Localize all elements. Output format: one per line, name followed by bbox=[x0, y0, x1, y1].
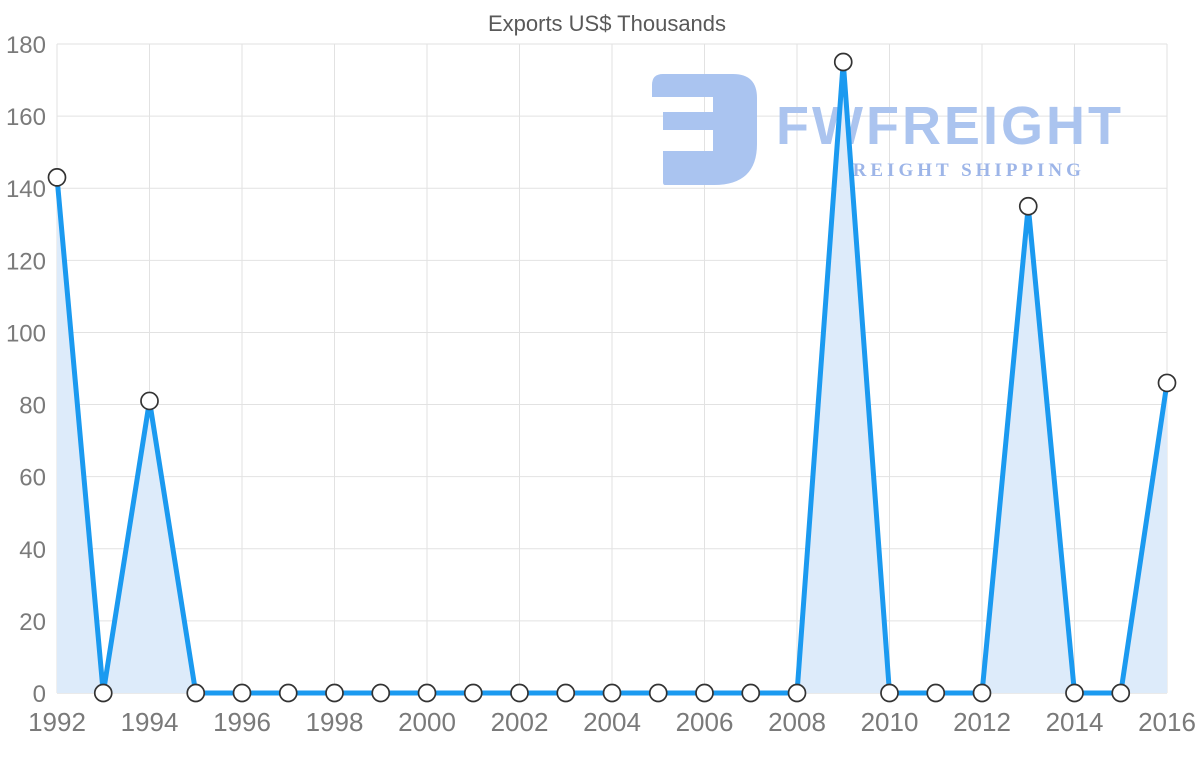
data-point-marker[interactable] bbox=[93, 683, 113, 703]
x-tick-label: 2006 bbox=[676, 707, 734, 737]
watermark-brand-name: FWFREIGHT bbox=[776, 96, 1124, 156]
watermark-tagline: FREIGHT SHIPPING bbox=[837, 160, 1085, 181]
y-tick-label: 40 bbox=[19, 537, 46, 564]
x-tick-label: 2002 bbox=[491, 707, 549, 737]
data-point-marker[interactable] bbox=[232, 683, 252, 703]
y-tick-label: 0 bbox=[33, 681, 46, 708]
data-point-marker[interactable] bbox=[1065, 683, 1084, 703]
data-point-marker[interactable] bbox=[510, 683, 529, 703]
data-point-marker[interactable] bbox=[787, 683, 807, 703]
data-point-marker[interactable] bbox=[972, 683, 992, 703]
data-point-marker[interactable] bbox=[695, 683, 714, 703]
data-point-marker[interactable] bbox=[833, 52, 853, 72]
y-tick-label: 180 bbox=[6, 32, 46, 59]
data-point-marker[interactable] bbox=[880, 683, 899, 703]
data-point-marker[interactable] bbox=[186, 683, 206, 703]
x-tick-label: 2008 bbox=[768, 707, 826, 737]
series-area-fill bbox=[57, 62, 1167, 694]
data-point-markers bbox=[47, 52, 1177, 703]
data-point-marker[interactable] bbox=[1157, 373, 1177, 393]
data-point-marker[interactable] bbox=[278, 683, 298, 703]
data-point-marker[interactable] bbox=[1018, 196, 1038, 216]
area-series bbox=[57, 62, 1167, 694]
x-tick-label: 2010 bbox=[861, 707, 919, 737]
x-tick-label: 1996 bbox=[213, 707, 271, 737]
watermark: FWFREIGHT FREIGHT SHIPPING bbox=[652, 74, 1124, 185]
data-point-marker[interactable] bbox=[417, 683, 437, 703]
data-point-marker[interactable] bbox=[602, 683, 622, 703]
data-point-marker[interactable] bbox=[1111, 683, 1131, 703]
y-tick-label: 100 bbox=[6, 320, 46, 347]
data-point-marker[interactable] bbox=[556, 683, 576, 703]
x-tick-label: 2004 bbox=[583, 707, 641, 737]
x-tick-label: 2012 bbox=[953, 707, 1011, 737]
x-tick-label: 2000 bbox=[398, 707, 456, 737]
data-point-marker[interactable] bbox=[47, 168, 67, 187]
data-point-marker[interactable] bbox=[140, 391, 159, 411]
data-point-marker[interactable] bbox=[648, 683, 668, 703]
data-point-marker[interactable] bbox=[463, 683, 483, 703]
x-tick-label: 1994 bbox=[121, 707, 179, 737]
y-tick-label: 20 bbox=[19, 609, 46, 636]
y-tick-label: 160 bbox=[6, 104, 46, 131]
y-tick-label: 80 bbox=[19, 393, 46, 420]
x-tick-label: 1992 bbox=[28, 707, 86, 737]
fwfreight-logo-icon bbox=[652, 74, 757, 185]
y-axis-labels: 0 20 40 60 80 100 120 140 160 180 bbox=[6, 32, 46, 708]
data-point-marker[interactable] bbox=[325, 683, 344, 703]
data-point-marker[interactable] bbox=[741, 683, 761, 703]
x-tick-label: 1998 bbox=[306, 707, 364, 737]
data-point-marker[interactable] bbox=[371, 683, 391, 703]
y-tick-label: 140 bbox=[6, 176, 46, 203]
x-tick-label: 2016 bbox=[1138, 707, 1196, 737]
y-tick-label: 60 bbox=[19, 465, 46, 492]
data-point-marker[interactable] bbox=[926, 683, 946, 703]
x-axis-labels: 1992 1994 1996 1998 2000 2002 2004 2006 2008 2010… bbox=[28, 707, 1196, 737]
x-tick-label: 2014 bbox=[1046, 707, 1104, 737]
y-tick-label: 120 bbox=[6, 248, 46, 275]
chart-title: Exports US$ Thousands bbox=[488, 11, 726, 36]
